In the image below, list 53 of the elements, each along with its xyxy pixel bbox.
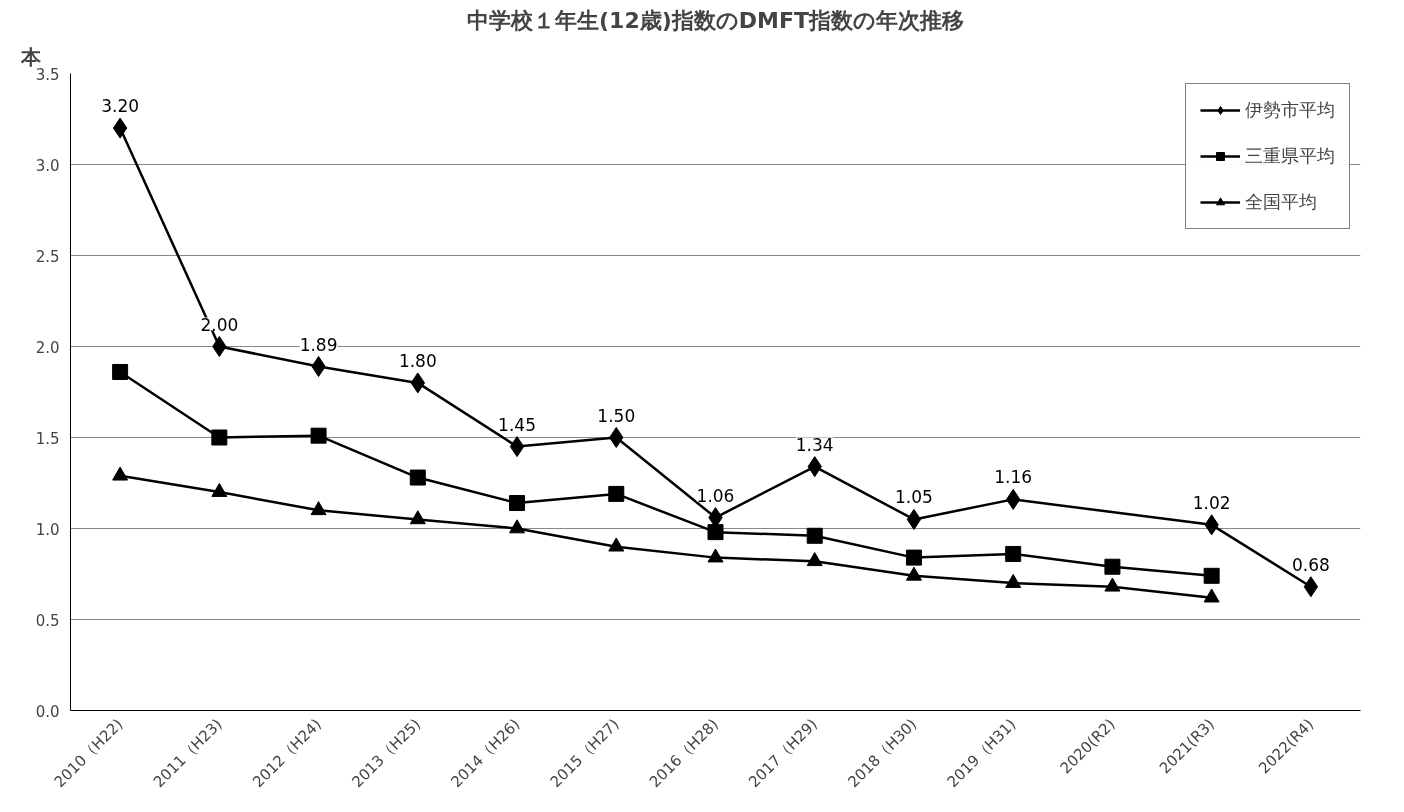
legend-label: 三重県平均: [1245, 144, 1335, 168]
point: [608, 537, 625, 552]
point: [906, 508, 922, 530]
data-label: 3.20: [101, 96, 140, 117]
point: [409, 510, 426, 525]
point: [509, 519, 526, 534]
point: [212, 336, 227, 357]
point: [1303, 576, 1319, 598]
data-label: 1.45: [498, 414, 536, 435]
point: [1104, 558, 1121, 575]
point: [112, 363, 129, 380]
point: [806, 552, 823, 567]
point: [509, 436, 525, 458]
y-tick-label: 1.0: [35, 520, 60, 539]
point: [905, 566, 922, 581]
chart-title: 中学校１年生(12歳)指数のDMFT指数の年次推移: [467, 7, 964, 33]
data-label: 2.00: [200, 314, 239, 335]
y-tick-label: 1.5: [35, 429, 60, 448]
y-tick-label: 2.5: [35, 247, 60, 266]
data-label: 0.68: [1291, 554, 1330, 575]
point: [608, 485, 625, 502]
data-label: 1.02: [1192, 492, 1231, 513]
point: [1005, 545, 1022, 562]
point: [1005, 573, 1022, 588]
point: [509, 495, 526, 512]
data-label: 1.34: [795, 434, 834, 455]
point: [707, 524, 724, 541]
y-tick-label: 3.0: [35, 156, 60, 175]
data-label: 1.89: [299, 334, 338, 355]
y-tick-label: 0.5: [35, 611, 60, 630]
y-tick-label: 2.0: [35, 338, 60, 357]
point: [1203, 567, 1220, 584]
point: [1203, 588, 1220, 603]
data-label: 1.80: [398, 350, 437, 371]
point: [609, 427, 624, 448]
point: [310, 501, 327, 516]
data-label: 1.05: [895, 487, 933, 508]
point: [409, 469, 426, 486]
data-label: 1.06: [696, 485, 735, 506]
point: [211, 429, 228, 446]
point: [112, 117, 128, 139]
data-label: 1.16: [994, 467, 1033, 488]
point: [211, 482, 228, 497]
point: [707, 548, 724, 563]
y-tick-label: 0.0: [35, 702, 60, 721]
data-label: 1.50: [597, 405, 636, 426]
point: [112, 466, 129, 481]
legend-label: 伊勢市平均: [1245, 98, 1335, 122]
point: [905, 549, 922, 566]
legend-label: 全国平均: [1245, 190, 1317, 214]
point: [806, 527, 823, 544]
point: [310, 427, 327, 444]
point: [1104, 577, 1121, 592]
